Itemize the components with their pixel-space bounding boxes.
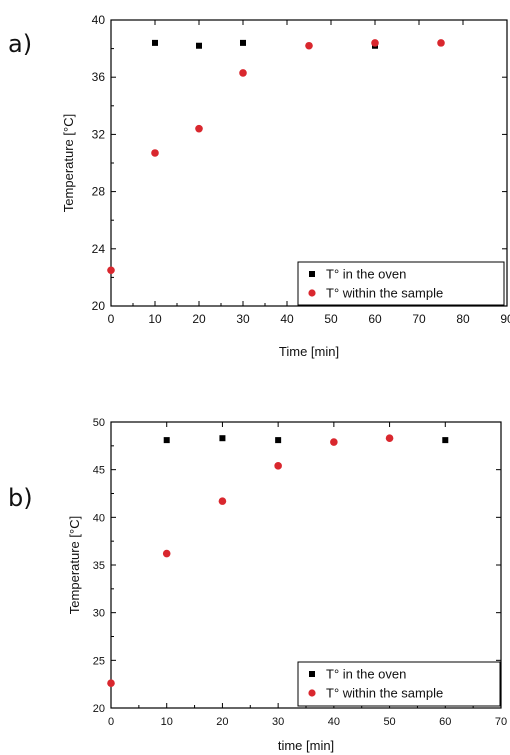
y-tick-label: 40	[93, 512, 105, 524]
x-tick-label: 50	[383, 716, 395, 728]
legend-marker-circle	[308, 689, 316, 697]
x-tick-label: 10	[148, 312, 162, 326]
data-point-circle	[162, 549, 171, 558]
x-tick-label: 30	[236, 312, 250, 326]
legend-box	[297, 661, 501, 707]
series-oven	[163, 435, 449, 444]
y-tick-label: 40	[92, 13, 106, 27]
y-axis-label: Temperature [°C]	[67, 516, 82, 614]
series-oven	[152, 39, 378, 49]
data-point-circle	[385, 434, 394, 443]
y-tick-label: 20	[93, 703, 105, 715]
chart-panel-b: b) 0 10 20 30 40 50 60 70 20 25 30 35 40 45 50 time [min…	[8, 417, 507, 753]
x-tick-label: 30	[272, 716, 284, 728]
y-tick-label: 36	[92, 70, 106, 84]
data-point-circle	[218, 497, 227, 505]
panel-label: b)	[8, 484, 33, 512]
x-tick-label: 70	[412, 312, 426, 326]
x-tick-label: 20	[216, 716, 228, 728]
y-tick-label: 24	[92, 242, 106, 256]
y-tick-label: 30	[93, 608, 105, 620]
y-tick-label: 45	[93, 465, 105, 477]
data-point-square	[163, 437, 170, 444]
data-point-circle	[195, 124, 203, 133]
data-point-circle	[239, 69, 247, 77]
legend-marker-circle	[308, 289, 316, 297]
legend-label: T° within the sample	[326, 686, 443, 701]
series-sample	[107, 39, 445, 275]
x-axis-label: Time [min]	[279, 344, 339, 359]
x-tick-label: 80	[456, 312, 470, 326]
panel-label: a)	[8, 30, 32, 58]
x-tick-label: 60	[368, 312, 382, 326]
data-point-circle	[151, 149, 159, 157]
data-point-circle	[371, 39, 379, 47]
x-tick-label: 40	[328, 716, 340, 728]
x-tick-label: 0	[108, 716, 114, 728]
data-point-circle	[437, 39, 445, 47]
data-point-square	[240, 39, 246, 46]
series-sample	[107, 434, 394, 688]
data-point-square	[196, 42, 202, 49]
y-tick-label: 32	[92, 127, 106, 141]
x-tick-label: 0	[108, 312, 115, 326]
legend-marker-square	[309, 271, 315, 277]
data-point-square	[219, 435, 226, 442]
x-tick-label: 40	[280, 312, 294, 326]
y-tick-label: 50	[93, 417, 105, 429]
y-axis-label: Temperature [°C]	[61, 114, 76, 212]
x-tick-label: 50	[324, 312, 338, 326]
chart-panel-a: a) 0 10 20 30 40 50 60 70 80 90 20 24 28 32 36 40 Time [m…	[8, 13, 510, 359]
y-tick-label: 35	[93, 560, 105, 572]
legend-label: T° in the oven	[326, 267, 406, 282]
x-tick-label: 10	[161, 716, 173, 728]
data-point-circle	[107, 679, 115, 688]
legend-label: T° in the oven	[326, 667, 406, 682]
data-point-square	[442, 437, 449, 444]
data-point-circle	[330, 438, 338, 446]
data-point-circle	[305, 41, 313, 50]
legend: T° in the oven T° within the sample	[297, 261, 505, 306]
y-tick-label: 25	[93, 655, 105, 667]
x-tick-label: 70	[495, 716, 507, 728]
x-tick-label: 20	[192, 312, 206, 326]
legend: T° in the oven T° within the sample	[297, 661, 501, 707]
y-tick-label: 28	[92, 185, 106, 199]
data-point-square	[275, 437, 282, 444]
data-point-circle	[107, 266, 115, 275]
data-point-square	[152, 39, 158, 46]
data-point-circle	[274, 462, 282, 470]
x-tick-label: 60	[439, 716, 451, 728]
legend-marker-square	[309, 671, 315, 677]
y-tick-label: 20	[92, 299, 106, 313]
x-axis-label: time [min]	[278, 738, 334, 753]
legend-box	[297, 261, 505, 306]
x-tick-label: 90	[500, 312, 510, 326]
legend-label: T° within the sample	[326, 286, 443, 301]
